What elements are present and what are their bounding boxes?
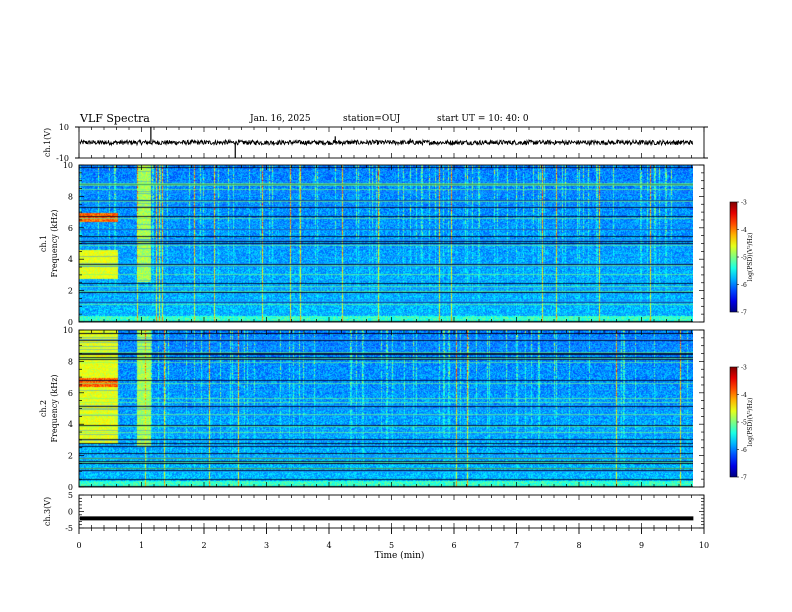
ch1-y-tick-label: 0 (68, 318, 73, 327)
ch2-colorbar: -3 -4 -5 -6 -7 log(PSD)(V²/Hz) (729, 365, 754, 482)
ch2-y-tick-label: 4 (68, 420, 73, 429)
ch3-y-tick-label: 5 (68, 491, 73, 500)
ch3-y-axis-label: ch.3(V) (43, 497, 52, 526)
colorbar-tick-label: -3 (741, 365, 747, 372)
x-tick-label: 1 (139, 541, 144, 550)
ch1-waveform (79, 127, 694, 158)
ch2-y-axis-label-units: Frequency (kHz) (50, 374, 59, 442)
colorbar-label: log(PSD)(V²/Hz) (747, 398, 754, 447)
figure-title: VLF Spectra (80, 112, 150, 125)
x-tick-label: 4 (326, 541, 331, 550)
colorbar-tick-label: -4 (741, 227, 747, 234)
x-tick-label: 8 (576, 541, 581, 550)
ch3-y-tick-label: 0 (68, 508, 73, 517)
x-tick-label: 5 (389, 541, 394, 550)
colorbar-tick-label: -3 (741, 200, 747, 207)
ch1-y-tick-label: 6 (68, 224, 73, 233)
ch1-y-tick-label: 10 (63, 161, 73, 170)
colorbar-tick-label: -6 (741, 447, 747, 454)
ch1-colorbar: -3 -4 -5 -6 -7 log(PSD)(V²/Hz) (729, 200, 754, 317)
ch3-y-tick-label: -5 (65, 524, 73, 533)
ch1-y-tick-label: 10 (59, 123, 69, 132)
colorbar-tick-label: -7 (741, 310, 747, 317)
x-tick-label: 6 (451, 541, 456, 550)
x-tick-label: 10 (699, 541, 709, 550)
ch1-y-tick-label: 4 (68, 255, 73, 264)
ch2-spectrogram (79, 330, 693, 487)
colorbar-tick-label: -5 (741, 255, 747, 262)
ch2-y-tick-label: 8 (68, 357, 73, 366)
ch2-y-tick-label: 10 (63, 326, 73, 335)
station-label: station=OUJ (343, 114, 401, 124)
ch2-y-tick-label: 2 (68, 452, 73, 461)
colorbar-label: log(PSD)(V²/Hz) (747, 233, 754, 282)
date-label: Jan. 16, 2025 (250, 114, 311, 124)
colorbar-tick-label: -5 (741, 420, 747, 427)
ch1-y-tick-label: 8 (68, 192, 73, 201)
ch2-y-tick-label: 0 (68, 483, 73, 492)
colorbar-tick-label: -7 (741, 475, 747, 482)
start-time-label: start UT = 10: 40: 0 (437, 114, 529, 124)
ch1-y-tick-label: 2 (68, 287, 73, 296)
x-tick-label: 7 (514, 541, 519, 550)
colorbar-tick-label: -6 (741, 282, 747, 289)
ch1-spectrogram (79, 165, 693, 322)
ch2-y-tick-label: 6 (68, 389, 73, 398)
ch2-y-axis-label: ch.2 (39, 400, 48, 417)
ch1-y-tick-label: -10 (56, 154, 69, 163)
x-axis-label: Time (min) (375, 550, 425, 561)
ch1-y-axis-label-units: Frequency (kHz) (50, 209, 59, 277)
x-tick-label: 2 (201, 541, 206, 550)
x-tick-label: 9 (639, 541, 644, 550)
ch1-y-axis-label: ch.1 (39, 235, 48, 252)
x-tick-label: 0 (76, 541, 81, 550)
x-tick-label: 3 (264, 541, 269, 550)
colorbar-tick-label: -4 (741, 392, 747, 399)
ch1-y-axis-label: ch.1(V) (43, 128, 52, 157)
